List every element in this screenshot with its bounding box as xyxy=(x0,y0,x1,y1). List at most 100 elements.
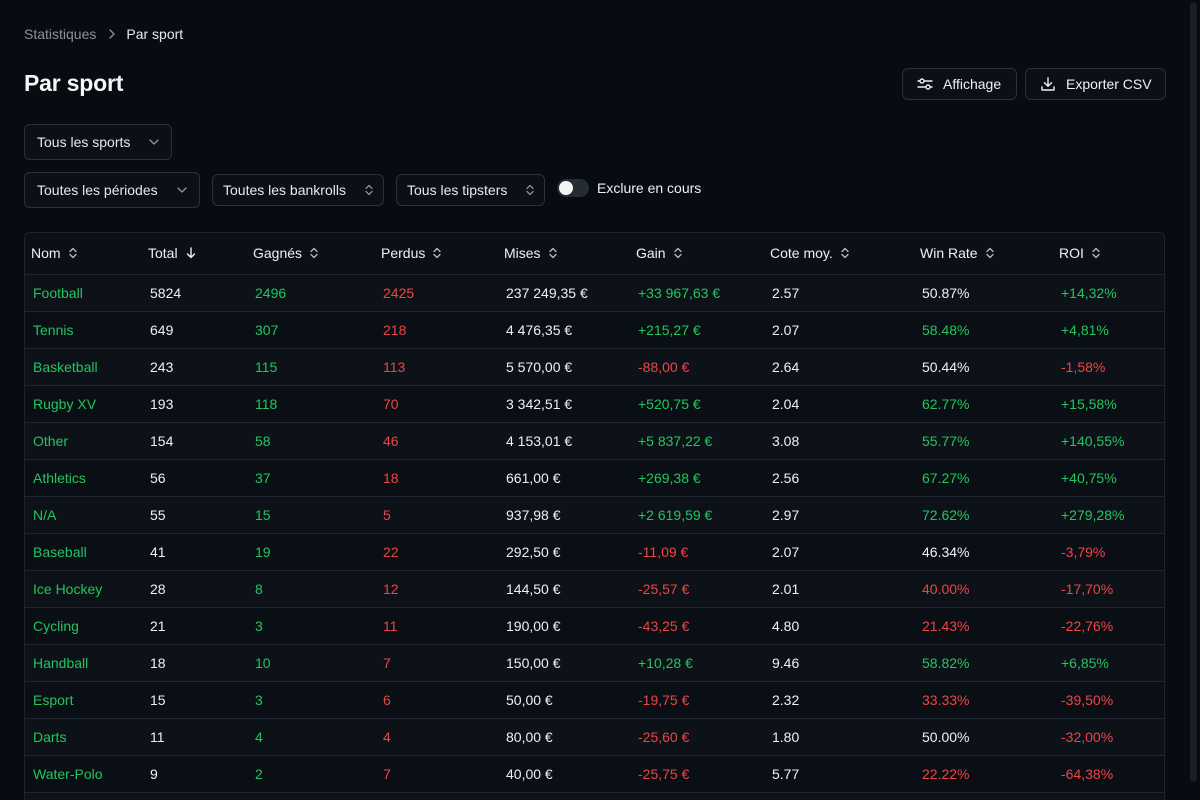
table-row[interactable]: Esport 15 3 6 50,00 € -19,75 € 2.32 33.33% -39,5… xyxy=(25,681,1164,718)
cell-name[interactable]: Ice Hockey xyxy=(33,580,103,597)
cell-name[interactable]: Esport xyxy=(33,691,74,708)
column-header-button[interactable]: Nom xyxy=(31,245,77,261)
exclude-pending-toggle[interactable] xyxy=(557,179,589,197)
cell-gain: -88,00 € xyxy=(638,358,690,375)
cell-win-rate: 50.44% xyxy=(922,358,970,375)
cell-win-rate: 40.00% xyxy=(922,580,970,597)
column-header-button[interactable]: Gain xyxy=(636,245,682,261)
cell-lost: 113 xyxy=(383,358,406,375)
cell-name[interactable]: Water-Polo xyxy=(33,765,103,782)
column-header-button[interactable]: Mises xyxy=(504,245,557,261)
cell-win-rate: 55.77% xyxy=(922,432,970,449)
table-row[interactable]: Baseball 41 19 22 292,50 € -11,09 € 2.07 46.34%… xyxy=(25,533,1164,570)
table-row[interactable]: Ice Hockey 28 8 12 144,50 € -25,57 € 2.01 40.00… xyxy=(25,570,1164,607)
column-header-roi[interactable]: ROI xyxy=(1053,233,1164,275)
cell-won: 10 xyxy=(255,654,271,671)
cell-name[interactable]: Baseball xyxy=(33,543,87,560)
export-csv-button[interactable]: Exporter CSV xyxy=(1025,68,1166,100)
cell-avg-odds: 2.56 xyxy=(772,469,800,486)
page-scrollbar[interactable] xyxy=(1188,0,1200,800)
chevron-up-down-icon xyxy=(526,184,534,196)
cell-lost: 18 xyxy=(383,469,399,486)
column-header-button[interactable]: Gagnés xyxy=(253,245,318,261)
arrow-down-icon xyxy=(186,247,196,259)
cell-roi: +6,85% xyxy=(1061,654,1109,671)
column-header-button[interactable]: Perdus xyxy=(381,245,442,261)
column-header-label: Gagnés xyxy=(253,245,303,262)
cell-name[interactable]: Basketball xyxy=(33,358,98,375)
scrollbar-thumb[interactable] xyxy=(1190,2,1197,782)
column-header-button[interactable]: Total xyxy=(148,245,196,261)
column-header-won[interactable]: Gagnés xyxy=(247,233,375,275)
column-header-avg-odds[interactable]: Cote moy. xyxy=(764,233,914,275)
cell-name[interactable]: Other xyxy=(33,432,69,449)
cell-stakes: 50,00 € xyxy=(506,691,553,708)
table-row[interactable]: Cycling 21 3 11 190,00 € -43,25 € 4.80 21.43% -2… xyxy=(25,607,1164,644)
table-row[interactable]: Rugby XV 193 118 70 3 342,51 € +520,75 € 2.04 6… xyxy=(25,385,1164,422)
table-row[interactable]: Darts 11 4 4 80,00 € -25,60 € 1.80 50.00% -32,00… xyxy=(25,718,1164,755)
cell-name[interactable]: N/A xyxy=(33,506,57,523)
column-header-button[interactable]: ROI xyxy=(1059,245,1100,261)
breadcrumb-statistics-link[interactable]: Statistiques xyxy=(24,26,97,42)
table-row[interactable]: Athletics 56 37 18 661,00 € +269,38 € 2.56 67.2… xyxy=(25,459,1164,496)
cell-name[interactable]: Athletics xyxy=(33,469,86,486)
display-settings-button[interactable]: Affichage xyxy=(902,68,1017,100)
cell-roi: +40,75% xyxy=(1061,469,1117,486)
tipster-filter-select[interactable]: Tous les tipsters xyxy=(396,174,545,206)
table-row[interactable]: Football 5824 2496 2425 237 249,35 € +33 967,… xyxy=(25,274,1164,311)
sort-icon xyxy=(548,247,557,259)
cell-name[interactable]: Darts xyxy=(33,728,67,745)
period-filter-select[interactable]: Toutes les périodes xyxy=(24,172,200,208)
cell-lost xyxy=(375,792,498,800)
table-row[interactable]: Other 154 58 46 4 153,01 € +5 837,22 € 3.08 55.… xyxy=(25,422,1164,459)
cell-lost: 46 xyxy=(383,432,399,449)
table-row[interactable]: Handball 18 10 7 150,00 € +10,28 € 9.46 58.82% +… xyxy=(25,644,1164,681)
column-header-button[interactable]: Win Rate xyxy=(920,245,994,261)
cell-total xyxy=(142,792,247,800)
cell-roi: -64,38% xyxy=(1061,765,1114,782)
column-header-button[interactable]: Cote moy. xyxy=(770,245,849,261)
column-header-label: Nom xyxy=(31,245,61,262)
table-row[interactable]: Tennis 649 307 218 4 476,35 € +215,27 € 2.07 58… xyxy=(25,311,1164,348)
cell-avg-odds: 2.07 xyxy=(772,321,800,338)
cell-avg-odds xyxy=(764,792,914,800)
tipster-filter-value: Tous les tipsters xyxy=(407,182,508,198)
sport-filter-select[interactable]: Tous les sports xyxy=(24,124,172,160)
column-header-name[interactable]: Nom xyxy=(25,233,142,275)
cell-name[interactable]: Cycling xyxy=(33,617,79,634)
cell-won: 307 xyxy=(255,321,279,338)
column-header-lost[interactable]: Perdus xyxy=(375,233,498,275)
cell-avg-odds: 2.64 xyxy=(772,358,800,375)
cell-stakes: 40,00 € xyxy=(506,765,553,782)
breadcrumb: Statistiques Par sport xyxy=(24,26,183,42)
cell-won: 19 xyxy=(255,543,271,560)
cell-name[interactable] xyxy=(25,792,142,800)
column-header-stakes[interactable]: Mises xyxy=(498,233,630,275)
cell-name[interactable]: Football xyxy=(33,284,83,301)
table-row[interactable]: Basketball 243 115 113 5 570,00 € -88,00 € 2.6… xyxy=(25,348,1164,385)
chevron-right-icon xyxy=(108,29,116,39)
cell-win-rate: 22.22% xyxy=(922,765,970,782)
sort-icon xyxy=(433,247,442,259)
table-row[interactable] xyxy=(25,792,1164,800)
sport-filter-value: Tous les sports xyxy=(37,134,131,150)
table-body: Football 5824 2496 2425 237 249,35 € +33 967,… xyxy=(25,274,1164,800)
breadcrumb-current: Par sport xyxy=(126,26,184,42)
column-header-gain[interactable]: Gain xyxy=(630,233,764,275)
cell-roi: -39,50% xyxy=(1061,691,1114,708)
bankroll-filter-select[interactable]: Toutes les bankrolls xyxy=(212,174,384,206)
cell-total: 5824 xyxy=(150,284,182,301)
cell-gain: +5 837,22 € xyxy=(638,432,713,449)
cell-total: 21 xyxy=(150,617,166,634)
table-row[interactable]: Water-Polo 9 2 7 40,00 € -25,75 € 5.77 22.22% -6… xyxy=(25,755,1164,792)
column-header-total[interactable]: Total xyxy=(142,233,247,275)
cell-name[interactable]: Rugby XV xyxy=(33,395,97,412)
column-header-win-rate[interactable]: Win Rate xyxy=(914,233,1053,275)
table-row[interactable]: N/A 55 15 5 937,98 € +2 619,59 € 2.97 72.62% +27… xyxy=(25,496,1164,533)
cell-name[interactable]: Tennis xyxy=(33,321,74,338)
cell-stakes: 4 476,35 € xyxy=(506,321,573,338)
cell-avg-odds: 2.07 xyxy=(772,543,800,560)
cell-won: 15 xyxy=(255,506,271,523)
cell-name[interactable]: Handball xyxy=(33,654,89,671)
column-header-label: Mises xyxy=(504,245,541,262)
